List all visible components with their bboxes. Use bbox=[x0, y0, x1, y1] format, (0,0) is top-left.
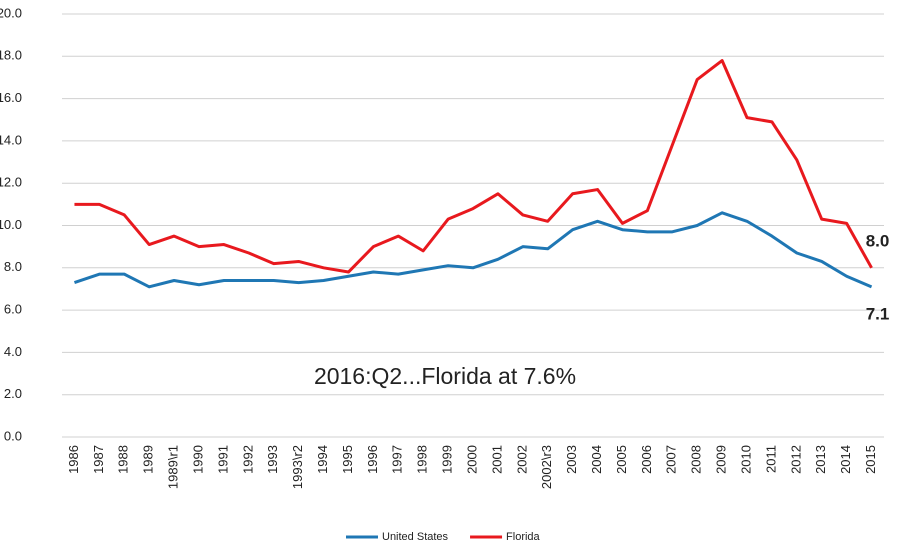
x-tick-label: 2009 bbox=[714, 445, 729, 474]
y-tick-label: 12.0 bbox=[0, 175, 22, 190]
x-tick-label: 1990 bbox=[190, 445, 205, 474]
x-tick-label: 1986 bbox=[66, 445, 81, 474]
x-tick-label: 2003 bbox=[564, 445, 579, 474]
x-tick-label: 2008 bbox=[689, 445, 704, 474]
data-label: 8.0 bbox=[866, 231, 890, 250]
x-tick-label: 1988 bbox=[116, 445, 131, 474]
x-tick-label: 2012 bbox=[788, 445, 803, 474]
x-tick-label: 2010 bbox=[738, 445, 753, 474]
y-tick-label: 20.0 bbox=[0, 5, 22, 20]
x-tick-label: 1997 bbox=[390, 445, 405, 474]
x-tick-label: 1994 bbox=[315, 445, 330, 474]
x-tick-label: 2015 bbox=[863, 445, 878, 474]
x-tick-label: 1992 bbox=[240, 445, 255, 474]
x-tick-label: 2002 bbox=[514, 445, 529, 474]
x-tick-label: 2004 bbox=[589, 445, 604, 474]
data-label: 7.1 bbox=[866, 304, 890, 323]
y-tick-label: 14.0 bbox=[0, 132, 22, 147]
y-tick-label: 4.0 bbox=[4, 344, 22, 359]
x-tick-label: 2005 bbox=[614, 445, 629, 474]
y-tick-label: 18.0 bbox=[0, 48, 22, 63]
x-tick-label: 1987 bbox=[91, 445, 106, 474]
x-tick-label: 1989\r1 bbox=[166, 445, 181, 489]
x-tick-label: 1989 bbox=[141, 445, 156, 474]
y-tick-label: 2.0 bbox=[4, 386, 22, 401]
series-line bbox=[73, 211, 873, 289]
y-tick-label: 0.0 bbox=[4, 428, 22, 443]
annotation: 2016:Q2...Florida at 7.6% bbox=[314, 363, 576, 389]
x-tick-label: 1998 bbox=[415, 445, 430, 474]
x-tick-label: 2001 bbox=[489, 445, 504, 474]
x-tick-label: 1993\r2 bbox=[290, 445, 305, 489]
legend-label: Florida bbox=[506, 531, 541, 543]
x-tick-label: 2011 bbox=[763, 445, 778, 473]
x-tick-label: 1991 bbox=[215, 445, 230, 474]
y-tick-label: 16.0 bbox=[0, 90, 22, 105]
x-tick-label: 1993 bbox=[265, 445, 280, 474]
x-tick-label: 2007 bbox=[664, 445, 679, 474]
x-tick-label: 2006 bbox=[639, 445, 654, 474]
x-tick-label: 2013 bbox=[813, 445, 828, 474]
x-tick-label: 2014 bbox=[838, 445, 853, 474]
x-tick-label: 2000 bbox=[464, 445, 479, 474]
y-tick-label: 8.0 bbox=[4, 259, 22, 274]
legend-label: United States bbox=[382, 531, 449, 543]
x-tick-label: 1995 bbox=[340, 445, 355, 474]
y-tick-label: 6.0 bbox=[4, 302, 22, 317]
series-line bbox=[74, 59, 873, 274]
y-tick-label: 10.0 bbox=[0, 217, 22, 232]
x-tick-label: 1999 bbox=[440, 445, 455, 474]
x-tick-label: 1996 bbox=[365, 445, 380, 474]
x-tick-label: 2002\r3 bbox=[539, 445, 554, 489]
